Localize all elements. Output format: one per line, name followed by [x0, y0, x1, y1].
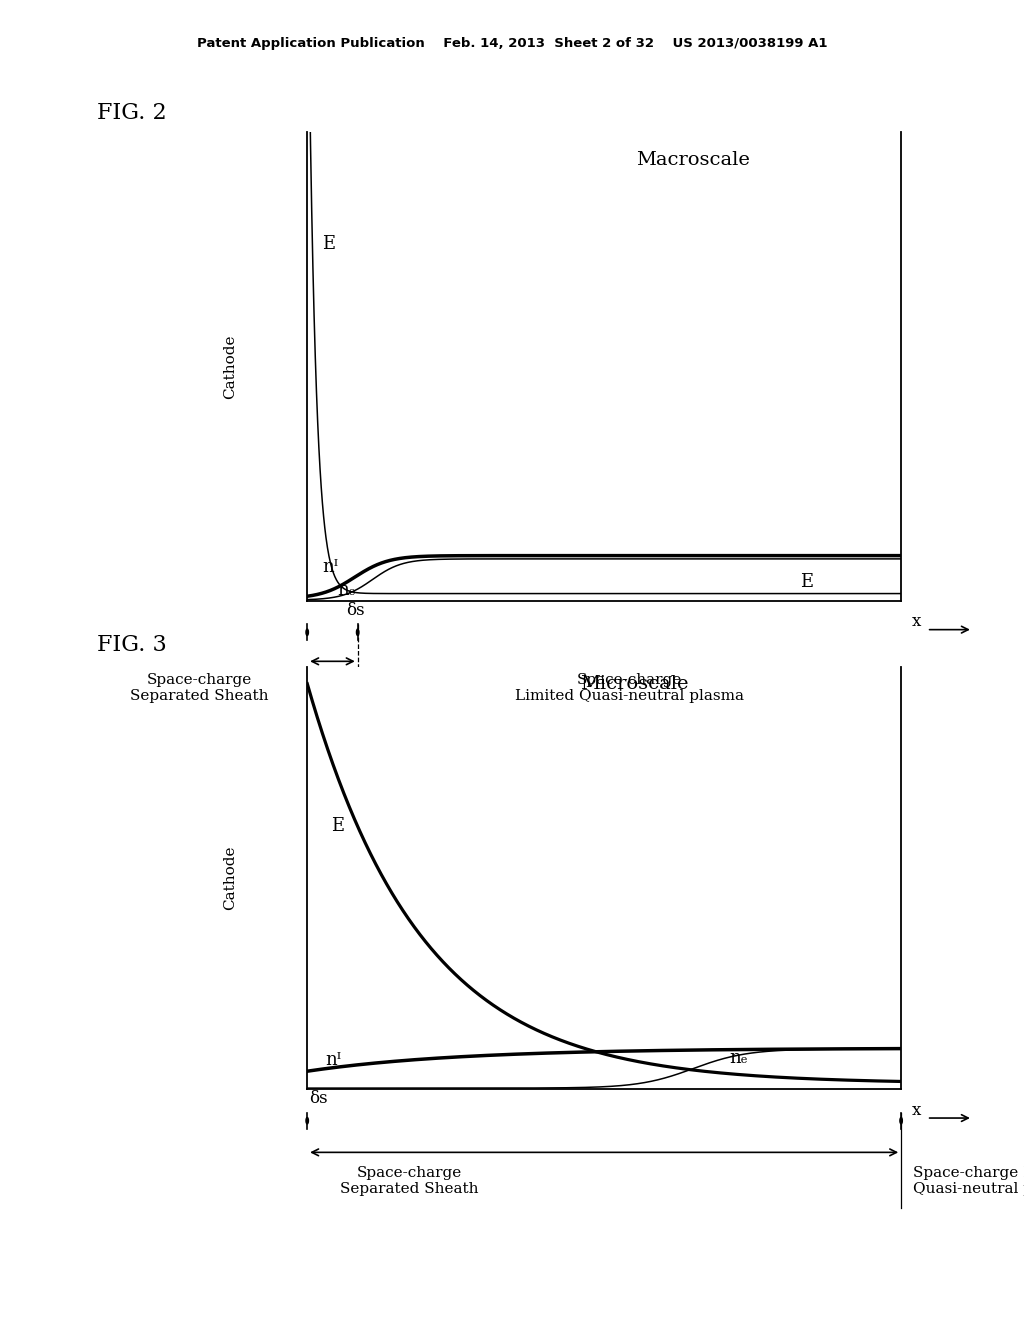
- Text: Space-charge
Limited Quasi-neutral plasma: Space-charge Limited Quasi-neutral plasm…: [515, 673, 744, 704]
- Text: FIG. 2: FIG. 2: [97, 102, 167, 124]
- Text: nₑ: nₑ: [337, 581, 355, 599]
- Text: nₑ: nₑ: [729, 1049, 748, 1067]
- Text: E: E: [331, 817, 344, 836]
- Text: Space-charge Limited
Quasi-neutral plasma: Space-charge Limited Quasi-neutral plasm…: [913, 1166, 1024, 1196]
- Text: δs: δs: [346, 602, 365, 619]
- Text: Space-charge
Separated Sheath: Space-charge Separated Sheath: [130, 673, 269, 704]
- Text: FIG. 3: FIG. 3: [97, 634, 167, 656]
- Text: Macroscale: Macroscale: [636, 150, 751, 169]
- Text: x: x: [911, 614, 921, 630]
- Text: E: E: [800, 573, 813, 591]
- Text: E: E: [322, 235, 335, 253]
- Text: Cathode: Cathode: [223, 334, 237, 399]
- Text: δs: δs: [309, 1090, 328, 1107]
- Text: nᴵ: nᴵ: [322, 558, 338, 577]
- Text: Microscale: Microscale: [580, 675, 688, 693]
- Text: nᴵ: nᴵ: [325, 1051, 341, 1069]
- Text: Space-charge
Separated Sheath: Space-charge Separated Sheath: [340, 1166, 479, 1196]
- Text: Cathode: Cathode: [223, 846, 237, 909]
- Text: Patent Application Publication    Feb. 14, 2013  Sheet 2 of 32    US 2013/003819: Patent Application Publication Feb. 14, …: [197, 37, 827, 50]
- Text: x: x: [911, 1102, 921, 1118]
